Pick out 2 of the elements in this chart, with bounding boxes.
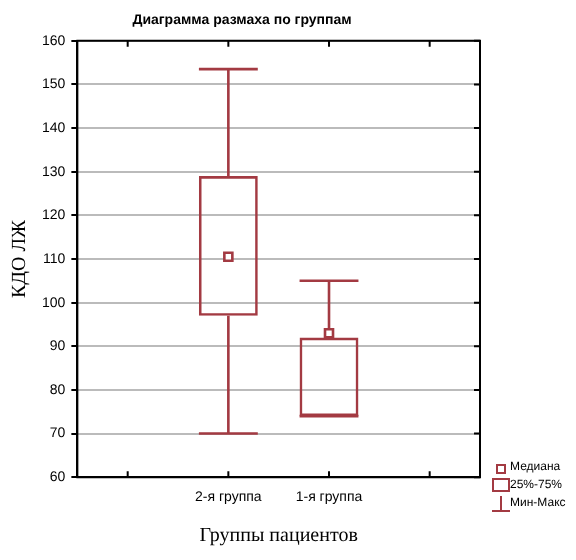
x-axis-title: Группы пациентов (199, 525, 359, 548)
y-axis-title: КДО ЛЖ (9, 219, 32, 298)
